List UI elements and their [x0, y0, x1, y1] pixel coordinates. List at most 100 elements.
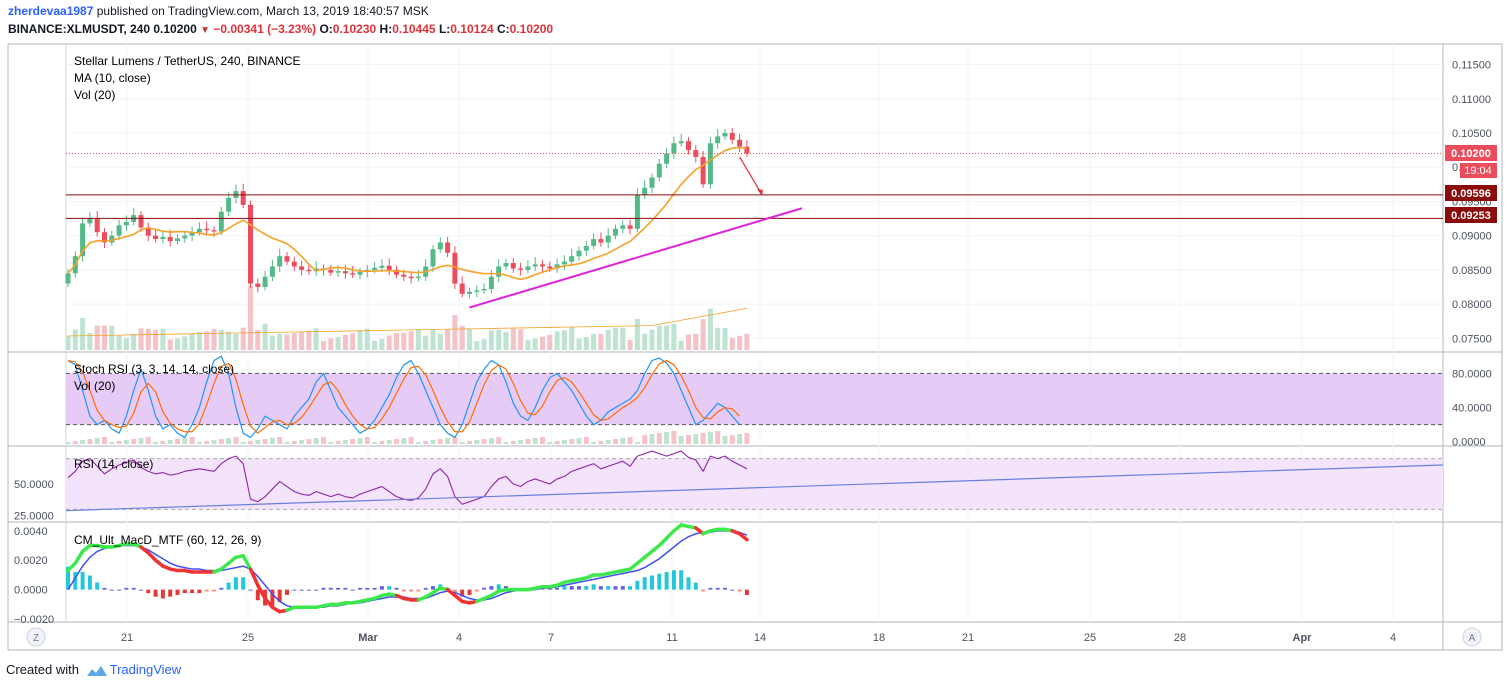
candle-body	[613, 228, 618, 236]
candle-body	[189, 232, 195, 236]
volume-bar	[218, 329, 224, 350]
last-price-tag: 0.10200	[1445, 145, 1497, 161]
volume-bar	[94, 325, 100, 350]
stoch-volume-bar	[255, 440, 261, 444]
close-value: 0.10200	[509, 22, 554, 36]
candle-body	[693, 150, 699, 157]
stoch-band	[66, 373, 1443, 425]
macd-hist-bar	[270, 589, 275, 606]
macd-hist-bar	[679, 570, 684, 590]
candle-body	[678, 141, 684, 144]
macd-hist-bar	[153, 589, 158, 597]
chart-canvas[interactable]: 21 25 Mar 4 7 11 14 18 21 25 28 Apr 4 0.11500 0.11000 0…	[0, 0, 1508, 660]
volume-bar	[423, 335, 429, 350]
macd-hist-bar	[496, 584, 501, 590]
rsi-y-tick: 25.0000	[14, 511, 54, 523]
stoch-volume-bar	[153, 442, 159, 444]
macd-line-segment	[263, 596, 275, 610]
y-tick-label: 0.08000	[1452, 299, 1492, 311]
volume-bar	[569, 326, 575, 350]
volume-bar	[576, 338, 582, 350]
macd-hist-bar	[277, 589, 282, 602]
volume-bar	[357, 330, 363, 350]
candle-body	[620, 225, 626, 229]
volume-bar	[496, 329, 502, 350]
macd-y-tick: −0.0020	[14, 614, 54, 626]
macd-hist-bar	[650, 575, 654, 590]
stoch-volume-bar	[342, 440, 348, 444]
volume-bar	[583, 337, 589, 350]
candle-body	[145, 227, 151, 236]
x-tick-label: Apr	[1293, 632, 1313, 644]
trend-line	[469, 207, 803, 309]
stoch-volume-bar	[554, 441, 560, 444]
stoch-volume-bar	[80, 440, 86, 444]
candle-body	[634, 194, 640, 229]
candle-body	[656, 163, 662, 178]
macd-hist-bar	[598, 586, 603, 590]
stoch-volume-bar	[510, 441, 516, 444]
stoch-volume-bar	[598, 441, 604, 444]
stoch-volume-bar	[211, 440, 217, 444]
volume-bar	[386, 335, 392, 350]
stoch-volume-bar	[671, 431, 677, 444]
arrow-line	[739, 156, 763, 195]
macd-hist-bar	[423, 587, 428, 590]
macd-hist-bar	[606, 586, 611, 590]
candle-body	[335, 271, 341, 273]
macd-hist-bar	[489, 586, 494, 590]
stoch-volume-bar	[707, 432, 713, 444]
volume-bar	[328, 338, 334, 350]
candle-body	[87, 218, 93, 224]
grid	[8, 44, 1502, 650]
volume-bar	[372, 340, 378, 350]
candle-body	[138, 215, 144, 228]
macd-hist-bar	[248, 589, 253, 591]
rsi-trend-line	[65, 464, 1444, 512]
candle-body	[80, 223, 86, 257]
macd-hist-bar	[744, 589, 749, 595]
stoch-volume-bar	[379, 441, 385, 444]
macd-hist-bar	[241, 577, 246, 590]
stoch-volume-bar	[116, 441, 122, 444]
stoch-volume-bar	[518, 440, 524, 444]
volume-bar	[342, 334, 348, 350]
macd-hist-bar	[394, 587, 399, 590]
macd-hist-bar	[591, 584, 596, 590]
stoch-volume-bar	[269, 438, 275, 444]
tradingview-link[interactable]: TradingView	[109, 662, 182, 677]
volume-bar	[620, 327, 626, 350]
stoch-vol-legend: Vol (20)	[74, 379, 115, 393]
macd-hist-bar	[460, 589, 465, 597]
candle-body	[167, 237, 173, 242]
stoch-volume-bar	[233, 437, 239, 444]
macd-hist-bar	[226, 582, 231, 590]
stoch-volume-bar	[102, 437, 107, 444]
stoch-d-line	[67, 359, 741, 434]
z-button[interactable]: Z	[26, 627, 46, 647]
candle-body	[415, 276, 421, 279]
macd-hist-bar	[233, 577, 238, 590]
macd-hist-bar	[212, 589, 216, 592]
candle-body	[715, 136, 721, 144]
volume-bar	[656, 325, 662, 350]
stoch-volume-bar	[547, 442, 553, 444]
candle-body	[196, 228, 202, 233]
auto-scale-button[interactable]: A	[1462, 627, 1482, 647]
volume-bar	[116, 335, 122, 350]
macd-hist-bar	[372, 587, 377, 590]
candle-body	[350, 273, 356, 275]
stoch-volume-bar	[335, 441, 341, 444]
volume-bar	[671, 323, 677, 350]
author-link[interactable]: zherdevaa1987	[8, 4, 94, 18]
candle-body	[744, 146, 750, 154]
candle-body	[394, 269, 399, 275]
stoch-volume-bar	[525, 439, 531, 444]
candle-body	[532, 264, 538, 267]
volume-bar	[700, 319, 706, 350]
stoch-volume-bar	[737, 434, 743, 444]
volume-bar	[547, 334, 553, 350]
candle-body	[707, 143, 713, 185]
volume-bars	[65, 285, 750, 606]
macd-hist-bar	[715, 587, 720, 590]
